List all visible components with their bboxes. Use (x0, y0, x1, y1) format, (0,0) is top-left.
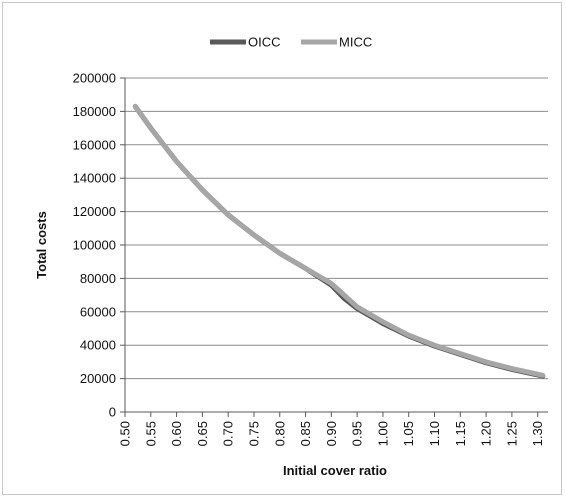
series-line-oicc (132, 103, 546, 379)
y-tick-label: 160000 (73, 137, 116, 152)
x-tick-label: 0.90 (324, 421, 339, 446)
x-tick-label: 0.95 (350, 421, 365, 446)
chart-frame (2, 2, 562, 495)
x-tick-label: 1.30 (530, 421, 545, 446)
legend-label-micc: MICC (339, 35, 372, 50)
y-tick-label: 60000 (80, 304, 116, 319)
y-axis-title: Total costs (34, 211, 49, 279)
legend: OICC MICC (210, 35, 372, 50)
x-tick-label: 1.05 (401, 421, 416, 446)
x-axis: 0.50 0.55 0.60 0.65 0.70 0.75 0.80 0.85 0.90 0.95… (118, 411, 548, 446)
y-tick-label: 180000 (73, 104, 116, 119)
x-tick-label: 0.65 (195, 421, 210, 446)
x-tick-label: 1.00 (375, 421, 390, 446)
y-tick-label: 80000 (80, 271, 116, 286)
y-tick-label: 20000 (80, 371, 116, 386)
x-tick-label: 0.55 (143, 421, 158, 446)
series-line-micc (132, 103, 546, 378)
x-tick-label: 0.70 (221, 421, 236, 446)
x-tick-label: 0.85 (298, 421, 313, 446)
legend-label-oicc: OICC (248, 35, 281, 50)
y-tick-label: 200000 (73, 71, 116, 86)
x-axis-title: Initial cover ratio (283, 463, 387, 478)
x-tick-label: 1.25 (504, 421, 519, 446)
x-tick-label: 0.80 (272, 421, 287, 446)
x-tick-label: 0.60 (169, 421, 184, 446)
x-tick-label: 1.10 (427, 421, 442, 446)
y-tick-label: 40000 (80, 338, 116, 353)
y-axis: 0 20000 40000 60000 80000 100000 120000 140000 1… (73, 71, 126, 420)
y-tick-label: 0 (109, 405, 116, 420)
y-tick-label: 100000 (73, 238, 116, 253)
x-tick-label: 1.15 (453, 421, 468, 446)
x-tick-label: 1.20 (479, 421, 494, 446)
series-lines (132, 103, 546, 379)
y-tick-label: 120000 (73, 204, 116, 219)
gridlines (125, 77, 548, 380)
x-tick-label: 0.50 (118, 421, 133, 446)
x-tick-label: 0.75 (246, 421, 261, 446)
y-tick-label: 140000 (73, 171, 116, 186)
